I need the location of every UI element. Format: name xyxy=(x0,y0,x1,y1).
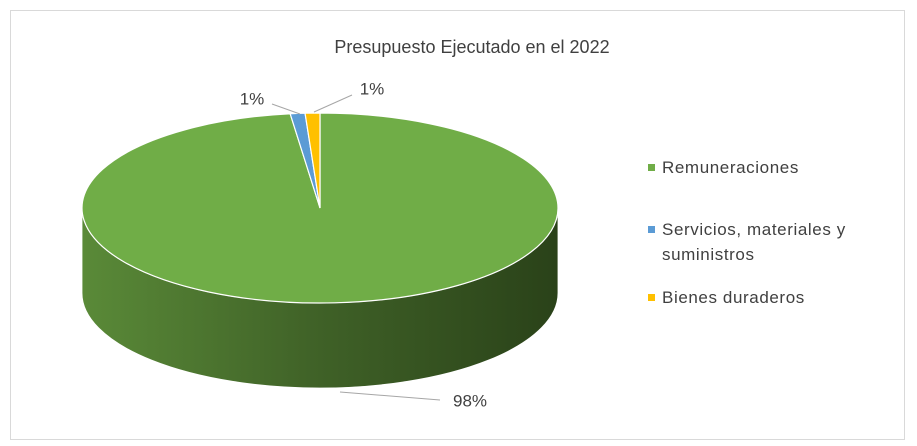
chart-title: Presupuesto Ejecutado en el 2022 xyxy=(334,37,609,57)
legend-swatch xyxy=(648,294,655,301)
legend-label: Servicios, materiales y suministros xyxy=(662,220,846,264)
slice xyxy=(304,112,321,209)
legend-label: Remuneraciones xyxy=(662,158,799,177)
legend-swatch xyxy=(648,164,655,171)
legend-swatch xyxy=(648,226,655,233)
data-label: 98% xyxy=(453,391,487,410)
leader-line xyxy=(339,391,441,401)
data-label: 1% xyxy=(240,89,265,108)
leader-line xyxy=(313,94,353,113)
leader-line xyxy=(271,103,301,115)
data-label: 1% xyxy=(360,79,385,98)
legend-item: Remuneraciones xyxy=(648,155,912,180)
legend-item: Servicios, materiales y suministros xyxy=(648,217,912,267)
legend-item: Bienes duraderos xyxy=(648,285,912,310)
pie: 98% 1% 1% xyxy=(81,79,559,410)
legend-label: Bienes duraderos xyxy=(662,288,805,307)
